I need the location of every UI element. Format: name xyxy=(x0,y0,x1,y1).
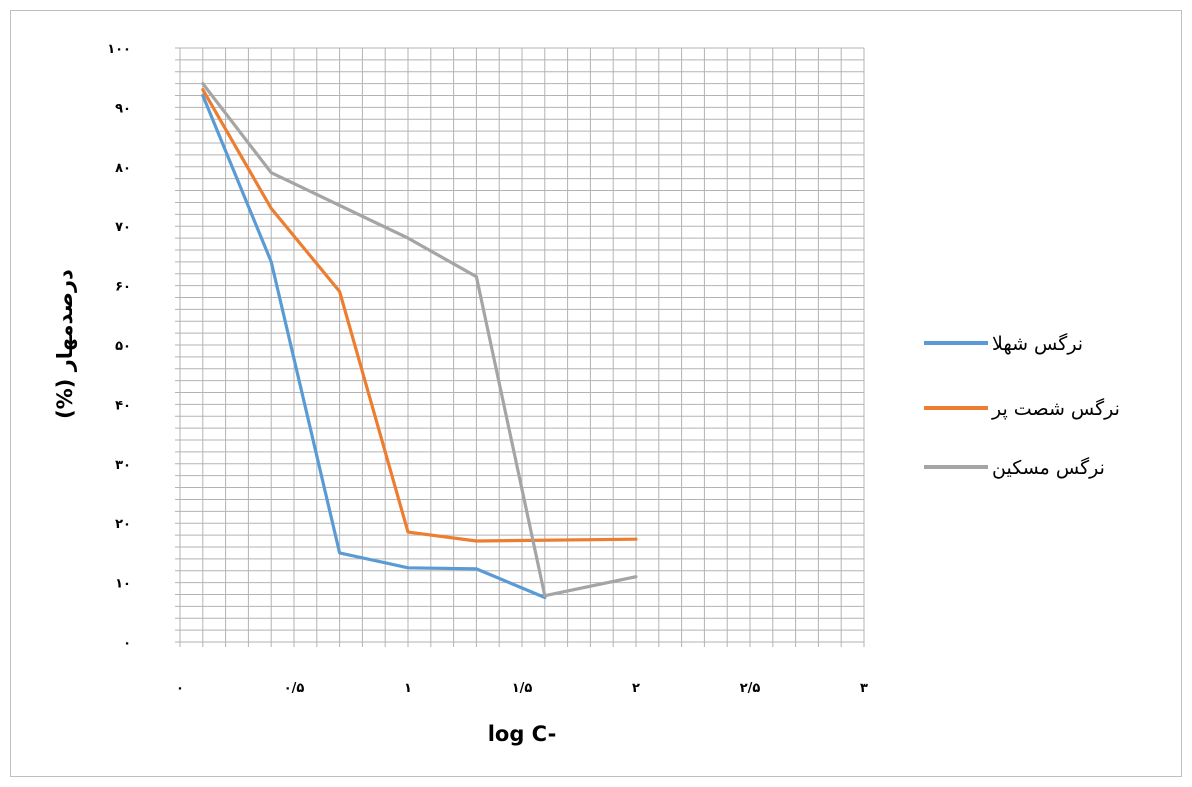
y-tick-label: ۶۰ xyxy=(115,280,131,295)
y-tick-label: ۸۰ xyxy=(115,161,131,176)
x-tick-label: ۲ xyxy=(632,681,640,696)
y-tick-label: ۲۰ xyxy=(115,517,131,532)
x-tick-label: ۱ xyxy=(404,681,412,696)
x-tick-label: ۱/۵ xyxy=(512,681,533,696)
series-line-2 xyxy=(201,87,638,543)
y-axis-title: درصدمهار (%) xyxy=(53,269,77,419)
y-tick-label: ۱۰۰ xyxy=(107,42,131,57)
chart-frame xyxy=(10,10,1182,777)
x-tick-label: ۲/۵ xyxy=(740,681,761,696)
grid xyxy=(175,47,865,647)
series-line-3 xyxy=(201,81,638,598)
legend: نرگس شهلا نرگس شصت پر نرگس مسکین xyxy=(924,332,1120,479)
x-tick-label: ۰ xyxy=(176,681,184,696)
y-tick-label: ۳۰ xyxy=(115,458,131,473)
x-tick-label: ۳ xyxy=(860,681,868,696)
legend-label-2: نرگس شصت پر xyxy=(991,397,1120,420)
legend-label-1: نرگس شهلا xyxy=(992,332,1083,355)
y-tick-label: ۴۰ xyxy=(115,398,131,413)
series-lines xyxy=(201,81,638,600)
legend-label-3: نرگس مسکین xyxy=(992,456,1105,479)
x-axis-title: log C- xyxy=(488,722,557,746)
y-tick-label: ۷۰ xyxy=(115,220,131,235)
tick-labels: ۰ ۱۰ ۲۰ ۳۰ ۴۰ ۵۰ ۶۰ ۷۰ ۸۰ ۹۰ ۱۰۰ ۰ ۰/۵ ۱ ۱/۵ ۲ ۲/۵ ۳ xyxy=(107,42,868,696)
y-tick-label: ۱۰ xyxy=(115,577,131,592)
x-tick-label: ۰/۵ xyxy=(284,681,305,696)
y-tick-label: ۹۰ xyxy=(115,101,131,116)
y-tick-label: ۵۰ xyxy=(115,339,131,354)
series-line-1 xyxy=(201,93,547,600)
y-tick-label: ۰ xyxy=(123,636,131,651)
